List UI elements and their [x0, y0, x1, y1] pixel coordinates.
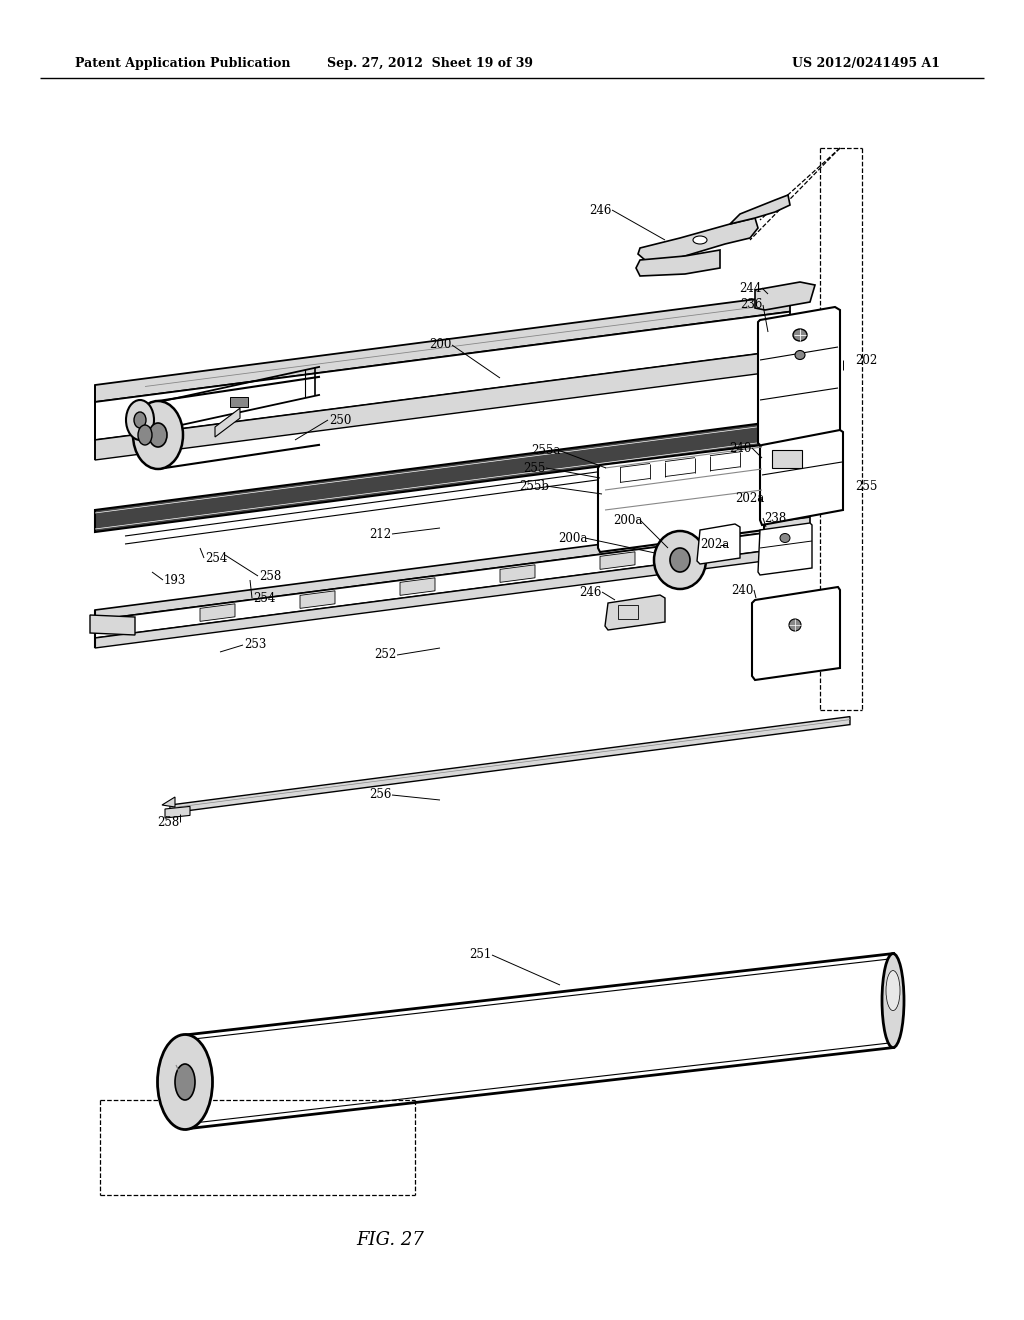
- Polygon shape: [95, 517, 810, 620]
- Polygon shape: [697, 524, 740, 564]
- Polygon shape: [752, 587, 840, 680]
- Polygon shape: [200, 603, 234, 622]
- Text: 236: 236: [739, 298, 762, 312]
- Ellipse shape: [795, 351, 805, 359]
- Ellipse shape: [175, 1064, 195, 1100]
- Text: 253: 253: [244, 639, 266, 652]
- Text: 256: 256: [369, 788, 391, 801]
- Ellipse shape: [138, 425, 152, 445]
- Polygon shape: [760, 430, 843, 525]
- Text: 258: 258: [157, 816, 179, 829]
- Text: 250: 250: [329, 413, 351, 426]
- Text: 255a: 255a: [531, 444, 561, 457]
- Text: 254: 254: [205, 552, 227, 565]
- Ellipse shape: [654, 531, 706, 589]
- Polygon shape: [755, 282, 815, 310]
- Polygon shape: [95, 350, 790, 459]
- Polygon shape: [598, 445, 764, 552]
- Polygon shape: [215, 408, 240, 437]
- Text: US 2012/0241495 A1: US 2012/0241495 A1: [792, 57, 940, 70]
- Text: 244: 244: [738, 281, 761, 294]
- Bar: [618, 605, 638, 619]
- Polygon shape: [605, 595, 665, 630]
- Ellipse shape: [158, 1035, 213, 1130]
- Text: 246: 246: [589, 203, 611, 216]
- Polygon shape: [638, 218, 758, 261]
- Bar: [230, 397, 248, 408]
- Text: 202a: 202a: [735, 491, 765, 504]
- Polygon shape: [636, 249, 720, 276]
- Polygon shape: [700, 539, 735, 556]
- Polygon shape: [758, 523, 812, 576]
- Text: 202: 202: [855, 354, 878, 367]
- Text: 200: 200: [429, 338, 452, 351]
- Ellipse shape: [670, 548, 690, 572]
- Text: 252: 252: [374, 648, 396, 661]
- Ellipse shape: [882, 953, 904, 1048]
- Polygon shape: [95, 416, 820, 532]
- Text: Patent Application Publication: Patent Application Publication: [75, 57, 291, 70]
- Polygon shape: [170, 717, 850, 813]
- Polygon shape: [500, 565, 535, 582]
- Text: 254: 254: [253, 591, 275, 605]
- Ellipse shape: [793, 329, 807, 341]
- Polygon shape: [400, 578, 435, 595]
- Polygon shape: [162, 797, 175, 807]
- Ellipse shape: [126, 400, 154, 440]
- Polygon shape: [300, 591, 335, 609]
- Polygon shape: [95, 312, 790, 440]
- Text: FIG. 27: FIG. 27: [356, 1232, 424, 1249]
- Polygon shape: [95, 294, 790, 403]
- Text: 251: 251: [469, 949, 492, 961]
- Ellipse shape: [150, 422, 167, 447]
- Polygon shape: [95, 527, 810, 638]
- Polygon shape: [730, 195, 790, 224]
- Ellipse shape: [134, 412, 146, 428]
- Ellipse shape: [886, 970, 900, 1011]
- Text: 193: 193: [164, 573, 186, 586]
- Ellipse shape: [693, 236, 707, 244]
- Text: 200a: 200a: [613, 513, 643, 527]
- Polygon shape: [758, 308, 840, 447]
- Text: 202a: 202a: [700, 539, 730, 552]
- Text: 212: 212: [369, 528, 391, 540]
- Ellipse shape: [790, 619, 801, 631]
- Text: 200a: 200a: [558, 532, 588, 544]
- Polygon shape: [95, 545, 810, 648]
- Polygon shape: [90, 615, 135, 635]
- Ellipse shape: [133, 401, 183, 469]
- Bar: [772, 450, 802, 469]
- Polygon shape: [600, 552, 635, 569]
- Text: 255: 255: [855, 480, 878, 494]
- Text: 238: 238: [764, 511, 786, 524]
- Text: 255b: 255b: [519, 479, 549, 492]
- Text: 240: 240: [729, 441, 752, 454]
- Text: 258: 258: [259, 569, 282, 582]
- Polygon shape: [165, 807, 190, 818]
- Text: 255: 255: [523, 462, 545, 474]
- Ellipse shape: [780, 533, 790, 543]
- Text: Sep. 27, 2012  Sheet 19 of 39: Sep. 27, 2012 Sheet 19 of 39: [327, 57, 534, 70]
- Text: 246: 246: [579, 586, 601, 598]
- Text: 240: 240: [731, 583, 754, 597]
